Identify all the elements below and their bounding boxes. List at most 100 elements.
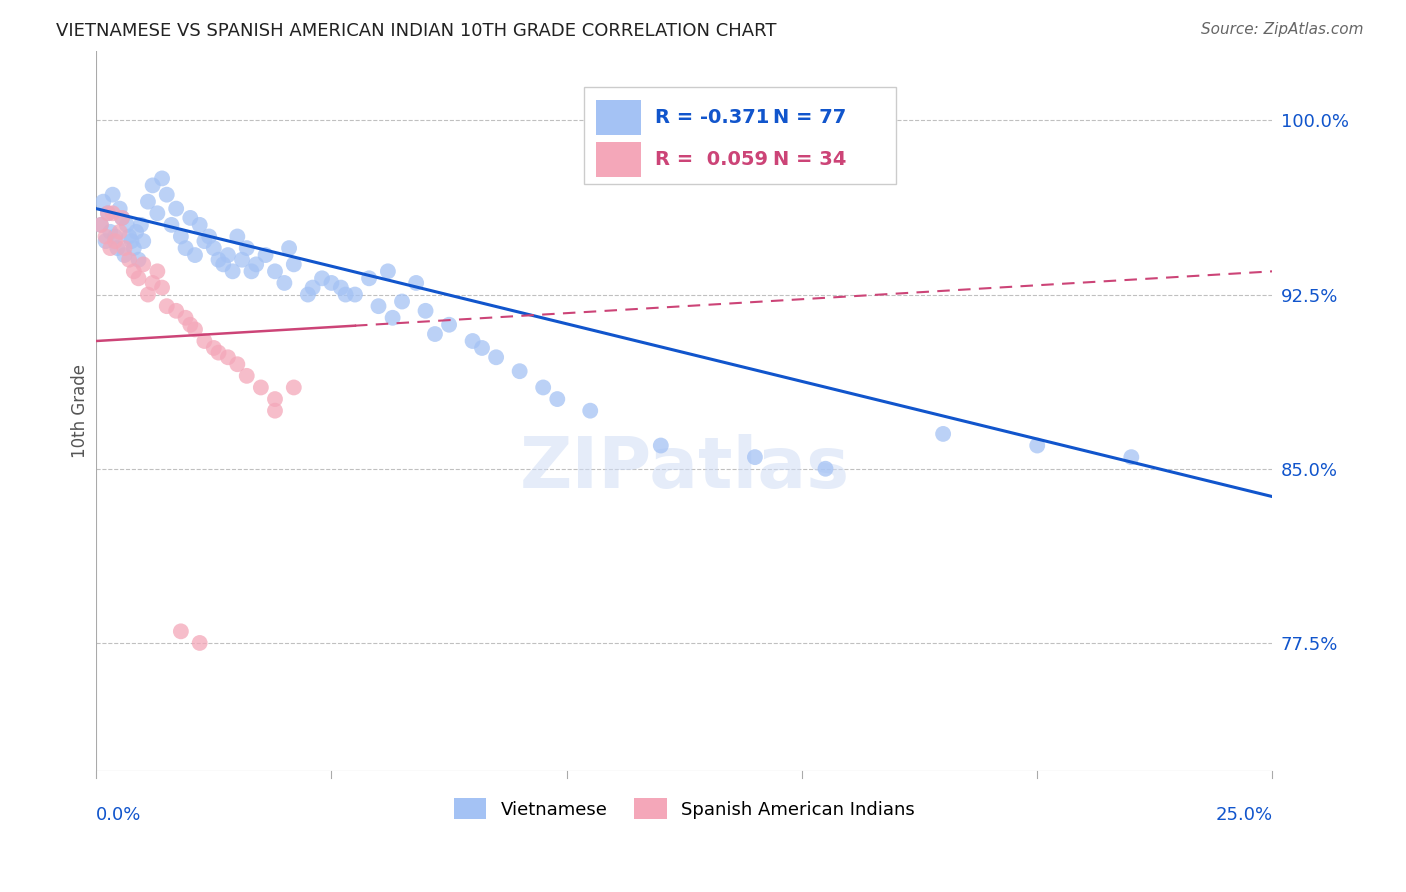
Point [146,264,169,278]
Point [122,264,145,278]
Point [297,287,319,301]
Point [264,403,287,417]
Text: 25.0%: 25.0% [1215,805,1272,823]
Point [128,252,150,267]
Point [202,341,225,355]
Y-axis label: 10th Grade: 10th Grade [72,364,89,458]
Point [129,218,152,232]
Point [125,225,148,239]
Point [108,202,131,216]
Point [391,294,413,309]
Point [121,234,143,248]
Text: N = 77: N = 77 [772,108,846,128]
Point [193,334,215,348]
Point [184,322,207,336]
Point [650,438,672,452]
Point [170,624,193,639]
Text: R = -0.371: R = -0.371 [655,108,769,128]
Point [226,229,249,244]
Legend: Vietnamese, Spanish American Indians: Vietnamese, Spanish American Indians [446,791,922,827]
Point [90,218,112,232]
Point [115,218,138,232]
Point [118,252,141,267]
Point [90,218,112,232]
Point [104,234,127,248]
Point [250,380,273,394]
Point [101,187,124,202]
Point [235,368,257,383]
Point [226,357,249,371]
Point [174,310,197,325]
Point [207,345,229,359]
Text: VIETNAMESE VS SPANISH AMERICAN INDIAN 10TH GRADE CORRELATION CHART: VIETNAMESE VS SPANISH AMERICAN INDIAN 10… [56,22,776,40]
Point [461,334,484,348]
Point [329,280,352,294]
FancyBboxPatch shape [596,101,641,135]
Point [283,380,305,394]
Point [207,252,229,267]
Point [105,241,128,255]
Point [118,229,141,244]
Point [156,187,179,202]
Point [122,241,145,255]
Point [335,287,357,301]
Point [160,218,183,232]
Point [377,264,399,278]
Point [264,264,287,278]
Point [165,303,187,318]
Point [112,248,135,262]
Point [814,462,837,476]
Point [221,264,243,278]
Point [108,225,131,239]
Point [97,206,120,220]
Point [485,351,508,365]
FancyBboxPatch shape [585,87,896,184]
Point [184,248,207,262]
Point [128,271,150,285]
Point [179,318,201,332]
Point [437,318,460,332]
Point [217,248,239,262]
Point [579,403,602,417]
Point [98,241,121,255]
Point [136,194,159,209]
Point [531,380,554,394]
Point [142,178,165,193]
Text: 0.0%: 0.0% [96,805,142,823]
Point [217,351,239,365]
Point [150,171,173,186]
Point [174,241,197,255]
Point [111,211,134,225]
Point [343,287,366,301]
Point [381,310,404,325]
Point [231,252,253,267]
Point [156,299,179,313]
Point [1026,438,1049,452]
Point [179,211,201,225]
Point [136,287,159,301]
Point [188,218,211,232]
Point [509,364,531,378]
Point [188,636,211,650]
Point [112,241,135,255]
Point [198,229,221,244]
Point [91,194,114,209]
Point [546,392,568,406]
Text: N = 34: N = 34 [772,150,846,169]
Point [1121,450,1143,464]
Point [415,303,437,318]
Point [932,426,955,441]
Point [94,229,117,244]
Point [150,280,173,294]
Point [111,211,134,225]
Point [471,341,494,355]
Point [193,234,215,248]
Point [254,248,277,262]
Point [359,271,381,285]
Point [273,276,295,290]
Point [132,257,155,271]
Point [98,225,121,239]
Point [240,264,263,278]
Text: ZIPatlas: ZIPatlas [519,434,849,503]
Point [744,450,766,464]
